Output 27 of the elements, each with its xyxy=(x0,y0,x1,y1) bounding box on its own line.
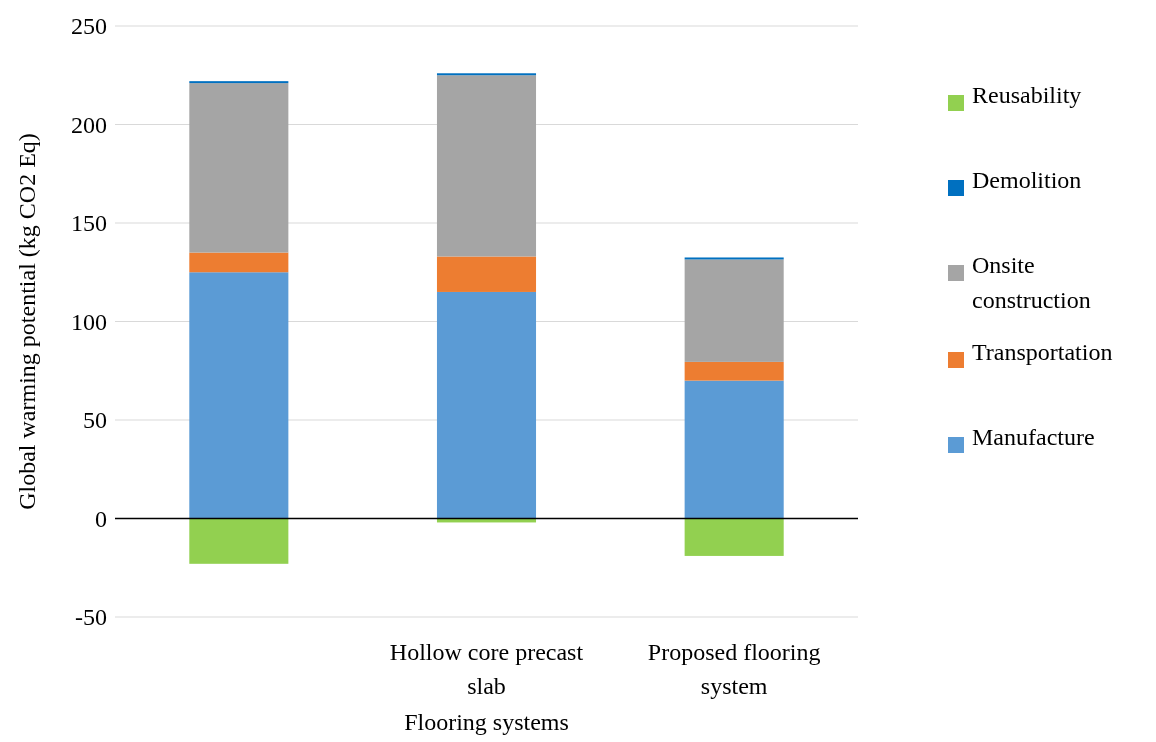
bar xyxy=(189,83,289,253)
legend-label: Manufacture xyxy=(972,424,1095,450)
legend-label: Reusability xyxy=(972,82,1082,108)
x-tick-label: Hollow core precast slab xyxy=(389,639,584,699)
y-tick-label: -50 xyxy=(75,604,107,631)
bar xyxy=(684,259,784,362)
y-tick-label: 250 xyxy=(71,13,107,40)
bar xyxy=(189,518,289,564)
bar xyxy=(436,75,537,257)
y-tick-label: 100 xyxy=(71,308,107,335)
bar xyxy=(189,272,289,519)
bar xyxy=(684,361,784,381)
legend-label: Demolition xyxy=(972,167,1082,193)
bar xyxy=(684,518,784,556)
x-axis-title: Flooring systems xyxy=(404,709,569,735)
y-tick-label: 50 xyxy=(83,407,107,434)
bar xyxy=(189,252,289,273)
legend-label: Transportation xyxy=(972,339,1113,365)
y-axis-title: Global warming potential (kg CO2 Eq) xyxy=(14,133,40,510)
x-tick-label: Proposed flooring system xyxy=(647,639,821,699)
bar xyxy=(436,256,537,292)
bar xyxy=(684,380,784,519)
bar xyxy=(436,291,537,519)
y-tick-label: 150 xyxy=(71,210,107,237)
y-tick-label: 200 xyxy=(71,111,107,138)
legend-label: Onsite construction xyxy=(972,252,1091,313)
y-tick-label: 0 xyxy=(95,505,107,532)
